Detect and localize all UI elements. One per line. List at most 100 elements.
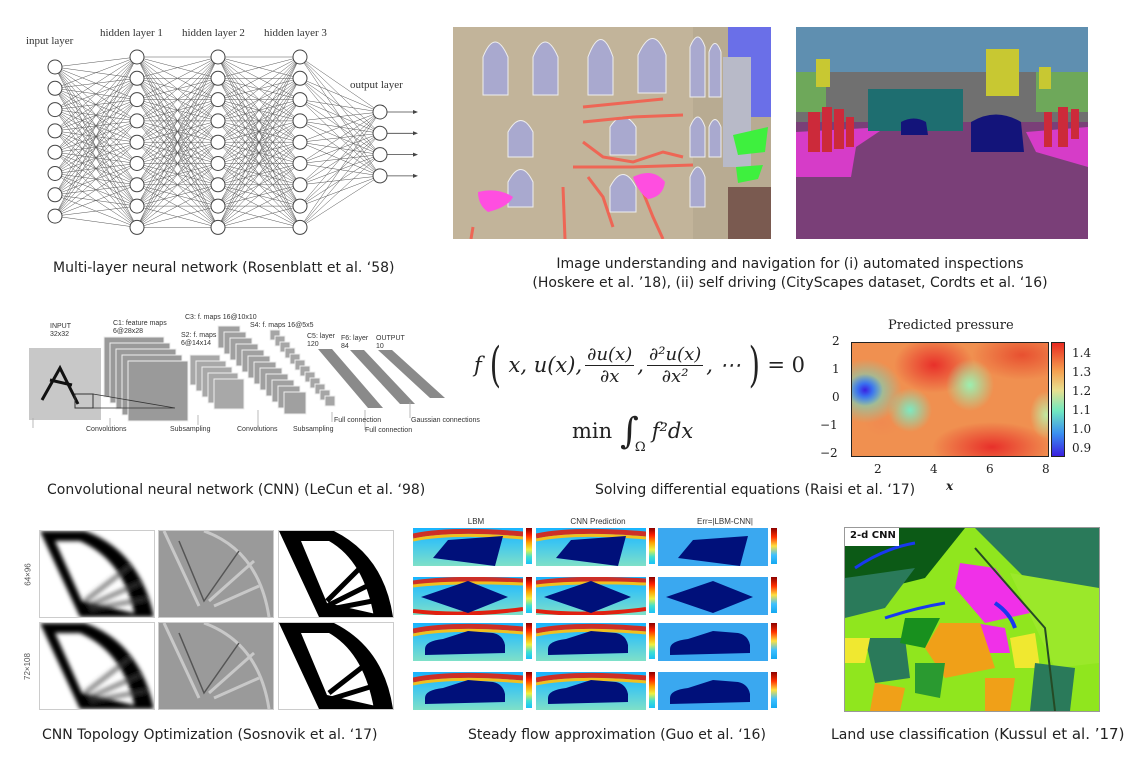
flow-panel: LBM CNN Prediction Err=|LBM-CNN| Steady …	[400, 510, 820, 764]
eq-close-paren: )	[748, 337, 760, 393]
topology-panel-gradient-2	[158, 622, 274, 710]
mlp-hidden-layer-2-label: hidden layer 2	[182, 27, 245, 39]
lenet-op-convolutions-2: Convolutions	[237, 426, 278, 433]
pde-caption: Solving differential equations (Raisi et…	[595, 482, 916, 498]
lenet-op-full-connection-1: Full connection	[334, 417, 382, 424]
colorbar-tick: 1.3	[1072, 365, 1092, 379]
eq-f: f	[474, 353, 482, 377]
eq-frac-1: ∂u(x) ∂x	[585, 343, 635, 387]
building-crack-segmentation-image	[453, 27, 771, 239]
landuse-caption: Land use classification (Kussul et al. ’…	[831, 725, 1124, 743]
lenet-c3-label: C3: f. maps 16@10x10	[185, 314, 257, 321]
flow-colorbar	[649, 623, 655, 659]
image-understanding-caption-line2: (Hoskere et al. ’18), (ii) self driving …	[532, 275, 1048, 291]
topology-panel-binary-2	[278, 622, 394, 710]
flow-colorbar	[649, 672, 655, 708]
colorbar-tick: 0.9	[1072, 441, 1092, 455]
eq-integrand: f²dx	[651, 419, 694, 443]
landuse-caption-prefix: Land use classification (	[831, 727, 1000, 743]
image-understanding-caption: Image understanding and navigation for (…	[440, 255, 1140, 293]
landuse-caption-authors: Kussul et al. ’17)	[999, 725, 1125, 743]
colorbar-tick: 1.4	[1072, 346, 1092, 360]
flow-colorbar	[771, 623, 777, 659]
y-tick: −2	[820, 446, 838, 460]
flow-colorbar	[526, 577, 532, 613]
x-tick: 8	[1042, 462, 1050, 476]
image-understanding-panel: Image understanding and navigation for (…	[440, 0, 1140, 300]
flow-field-panel	[536, 672, 646, 710]
flow-colorbar	[649, 528, 655, 564]
lenet-architecture-diagram	[29, 325, 445, 430]
pde-equation-2: min ∫ Ω f²dx	[572, 406, 693, 456]
cnn-panel: INPUT 32x32 C1: feature maps 6@28x28 S2: f…	[0, 300, 500, 500]
eq-frac-2: ∂²u(x) ∂x²	[646, 343, 704, 387]
flow-caption: Steady flow approximation (Guo et al. ‘1…	[468, 727, 766, 743]
lenet-c1-label: C1: feature maps 6@28x28	[113, 320, 167, 335]
lenet-op-convolutions-1: Convolutions	[86, 426, 127, 433]
flow-colorbar	[526, 528, 532, 564]
lenet-input-label: INPUT 32x32	[50, 323, 71, 338]
flow-field-panel	[658, 672, 768, 710]
eq-open-paren: (	[489, 337, 501, 393]
image-understanding-caption-line1: Image understanding and navigation for (…	[556, 256, 1024, 272]
x-tick: 2	[874, 462, 882, 476]
lenet-op-subsampling-1: Subsampling	[170, 426, 211, 433]
cnn-caption: Convolutional neural network (CNN) (LeCu…	[47, 482, 426, 498]
topology-panel-blurred-1	[39, 530, 155, 618]
flow-field-panel	[658, 623, 768, 661]
flow-field-panel	[413, 528, 523, 566]
heatmap-plot-area	[851, 342, 1049, 457]
mlp-caption: Multi-layer neural network (Rosenblatt e…	[53, 260, 395, 276]
flow-field-panel	[413, 672, 523, 710]
flow-field-panel	[658, 577, 768, 615]
mlp-hidden-layer-3-label: hidden layer 3	[264, 27, 327, 39]
flow-field-panel	[536, 577, 646, 615]
topology-row-label-2: 72×108	[22, 653, 32, 680]
flow-field-panel	[536, 623, 646, 661]
flow-field-panel	[413, 577, 523, 615]
eq-args: x, u(x),	[508, 353, 583, 377]
cityscapes-street-segmentation-image	[796, 27, 1088, 239]
lenet-op-gaussian-connections: Gaussian connections	[411, 417, 480, 424]
flow-colorbar	[526, 623, 532, 659]
flow-colorbar	[771, 577, 777, 613]
lenet-c5-label: C5: layer 120	[307, 333, 336, 348]
flow-colorbar	[649, 577, 655, 613]
colorbar-tick: 1.0	[1072, 422, 1092, 436]
eq-rhs: = 0	[767, 353, 805, 377]
y-tick: 1	[832, 362, 840, 376]
mlp-network-diagram	[47, 49, 418, 235]
lenet-op-full-connection-2: Full connection	[365, 427, 413, 434]
pressure-heatmap-chart: Predicted pressure 1.4 1.3 1.2 1.1 1.0 0…	[810, 310, 1140, 500]
eq-integral-sign: ∫	[620, 410, 639, 452]
flow-field-panel	[413, 623, 523, 661]
x-tick: 4	[930, 462, 938, 476]
topology-panel: 64×96 72×108 CNN Topology Optimization (…	[0, 515, 410, 764]
mlp-panel: input layer hidden layer 1 hidden layer …	[0, 0, 440, 290]
eq-tail: , ⋯	[706, 353, 741, 377]
landuse-panel: 2-d CNN Land use classification (Kussul …	[820, 510, 1140, 764]
y-tick: 2	[832, 334, 840, 348]
pde-panel: f ( x, u(x), ∂u(x) ∂x , ∂²u(x) ∂x² , ⋯ )…	[460, 320, 830, 500]
flow-column-title-lbm: LBM	[467, 517, 485, 526]
flow-column-title-cnn: CNN Prediction	[570, 517, 626, 526]
lenet-f6-label: F6: layer 84	[341, 335, 369, 350]
lenet-s4-label: S4: f. maps 16@5x5	[250, 322, 314, 329]
mlp-output-layer-label: output layer	[350, 79, 403, 91]
flow-column-title-err: Err=|LBM-CNN|	[697, 517, 753, 526]
heatmap-title: Predicted pressure	[888, 318, 1014, 333]
lenet-s2-label: S2: f. maps 6@14x14	[181, 332, 217, 347]
flow-field-panel	[536, 528, 646, 566]
topology-panel-binary-1	[278, 530, 394, 618]
y-tick: 0	[832, 390, 840, 404]
x-tick: 6	[986, 462, 994, 476]
mlp-input-layer-label: input layer	[26, 35, 74, 47]
topology-panel-gradient-1	[158, 530, 274, 618]
y-tick: −1	[820, 418, 838, 432]
flow-colorbar	[526, 672, 532, 708]
flow-colorbar	[771, 528, 777, 564]
lenet-op-subsampling-2: Subsampling	[293, 426, 334, 433]
lenet-output-label: OUTPUT 10	[376, 335, 405, 350]
colorbar-tick: 1.2	[1072, 384, 1092, 398]
heatmap-colorbar	[1051, 342, 1065, 457]
